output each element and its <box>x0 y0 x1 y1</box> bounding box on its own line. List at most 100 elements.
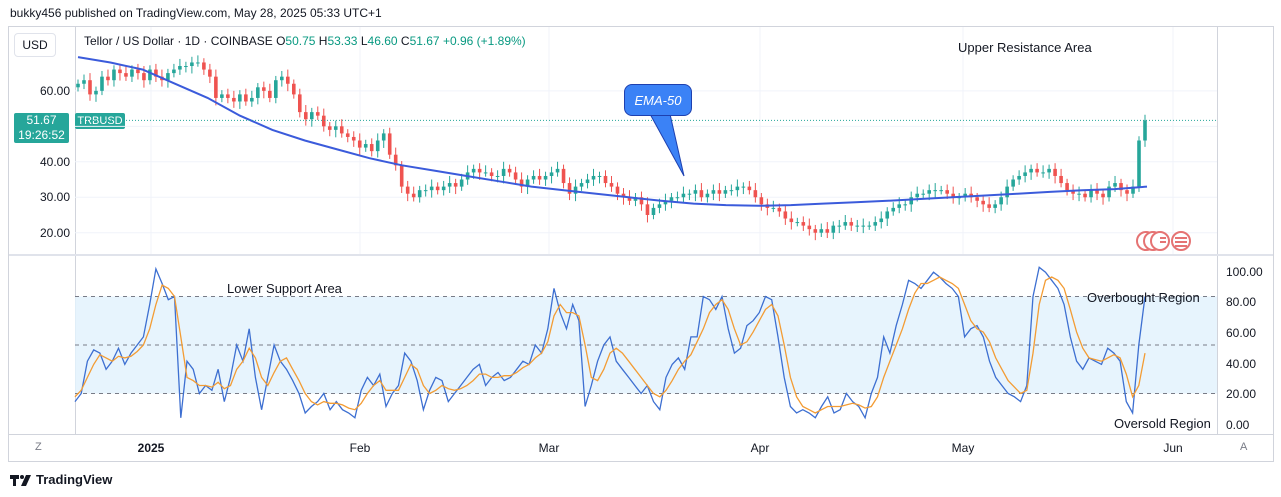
candle-body <box>244 94 248 102</box>
candle-body <box>915 193 920 198</box>
candle-body <box>405 186 410 194</box>
candle-body <box>262 87 266 91</box>
footer: TradingView <box>10 472 112 487</box>
candle-body <box>561 168 566 184</box>
bar-countdown: 19:26:52 <box>18 128 65 142</box>
candle-body <box>178 66 182 70</box>
candle-body <box>549 172 554 176</box>
x-tick-2025: 2025 <box>137 441 165 455</box>
candle-body <box>309 112 314 120</box>
candle-body <box>112 69 116 81</box>
candle-body <box>495 175 500 177</box>
candle-body <box>735 186 740 191</box>
candle-body <box>94 90 98 95</box>
candle-body <box>118 69 122 74</box>
candle-body <box>1119 183 1123 191</box>
candle-body <box>945 190 949 194</box>
auto-scale-button[interactable]: A <box>1240 441 1248 453</box>
candle-body <box>76 83 80 88</box>
currency-button[interactable]: USD <box>14 33 56 57</box>
candle-body <box>327 126 332 130</box>
candle-body <box>202 62 206 70</box>
candle-body <box>1059 175 1063 184</box>
candle-body <box>939 190 943 192</box>
candle-body <box>220 94 224 98</box>
candle-body <box>441 186 446 191</box>
candle-body <box>238 94 242 102</box>
candle-body <box>411 193 416 198</box>
candle-body <box>699 190 704 198</box>
candle-body <box>615 186 620 194</box>
candle-body <box>315 112 320 116</box>
candle-body <box>369 144 374 152</box>
ticker-badge: TRBUSD <box>75 113 125 129</box>
candle-body <box>591 175 596 180</box>
candle-body <box>196 62 200 64</box>
candle-body <box>711 190 716 194</box>
candle-body <box>250 97 254 102</box>
candle-body <box>657 204 662 208</box>
candle-body <box>837 225 842 227</box>
symbol-name[interactable]: Tellor / US Dollar · 1D · COINBASE <box>84 34 273 48</box>
candle-body <box>130 69 134 77</box>
brand-name[interactable]: TradingView <box>36 472 113 487</box>
candle-body <box>1089 190 1093 198</box>
tradingview-logo-icon <box>10 474 31 486</box>
candle-body <box>1113 183 1117 187</box>
chart-frame <box>8 26 1274 462</box>
candle-body <box>280 76 284 81</box>
candle-body <box>1041 172 1045 174</box>
candle-body <box>525 179 530 187</box>
stochastic-chart[interactable] <box>74 256 1217 434</box>
z-button[interactable]: Z <box>35 441 42 453</box>
candle-body <box>393 154 398 166</box>
open-value: 50.75 <box>285 34 316 48</box>
candle-body <box>681 193 686 198</box>
candle-body <box>987 204 991 208</box>
bottom-axis-line <box>9 434 1273 435</box>
candle-body <box>375 140 380 152</box>
candle-body <box>897 204 902 208</box>
candle-body <box>1011 179 1015 187</box>
candle-body <box>603 175 608 184</box>
osc-tick-80: 80.00 <box>1226 295 1257 309</box>
candle-body <box>274 80 278 98</box>
candle-body <box>819 229 824 233</box>
close-value: 51.67 <box>409 34 440 48</box>
candle-body <box>879 218 884 223</box>
stoch-d-line <box>74 276 1146 414</box>
candle-body <box>963 193 967 198</box>
pane-divider[interactable] <box>9 254 1273 256</box>
candle-body <box>579 183 584 187</box>
close-label: C <box>400 34 410 48</box>
ema50-line <box>77 56 1148 207</box>
us-flag-icons[interactable] <box>1135 230 1195 252</box>
upper-resistance-label: Upper Resistance Area <box>958 40 1092 55</box>
candle-body <box>1125 190 1129 194</box>
x-tick-may: May <box>951 441 975 455</box>
candle-body <box>501 168 506 176</box>
candle-body <box>1101 193 1105 198</box>
candle-body <box>483 172 488 174</box>
candle-body <box>363 144 368 148</box>
candle-body <box>88 80 92 95</box>
candle-body <box>597 175 602 177</box>
lower-support-label: Lower Support Area <box>227 281 342 296</box>
high-value: 53.33 <box>327 34 358 48</box>
candle-body <box>154 69 158 77</box>
candle-body <box>453 183 458 187</box>
candle-body <box>843 222 848 226</box>
candle-body <box>585 179 590 184</box>
candle-body <box>771 207 776 209</box>
candle-body <box>1029 168 1033 173</box>
candle-body <box>1047 168 1051 173</box>
candle-body <box>226 94 230 98</box>
events-flags[interactable] <box>1135 230 1195 257</box>
right-axis-line <box>1217 27 1218 434</box>
candle-body <box>801 222 806 226</box>
price-chart[interactable] <box>75 27 1217 254</box>
candle-body <box>825 229 830 233</box>
x-tick-mar: Mar <box>538 441 560 455</box>
y-tick-60: 60.00 <box>39 84 70 98</box>
x-tick-feb: Feb <box>349 441 371 455</box>
